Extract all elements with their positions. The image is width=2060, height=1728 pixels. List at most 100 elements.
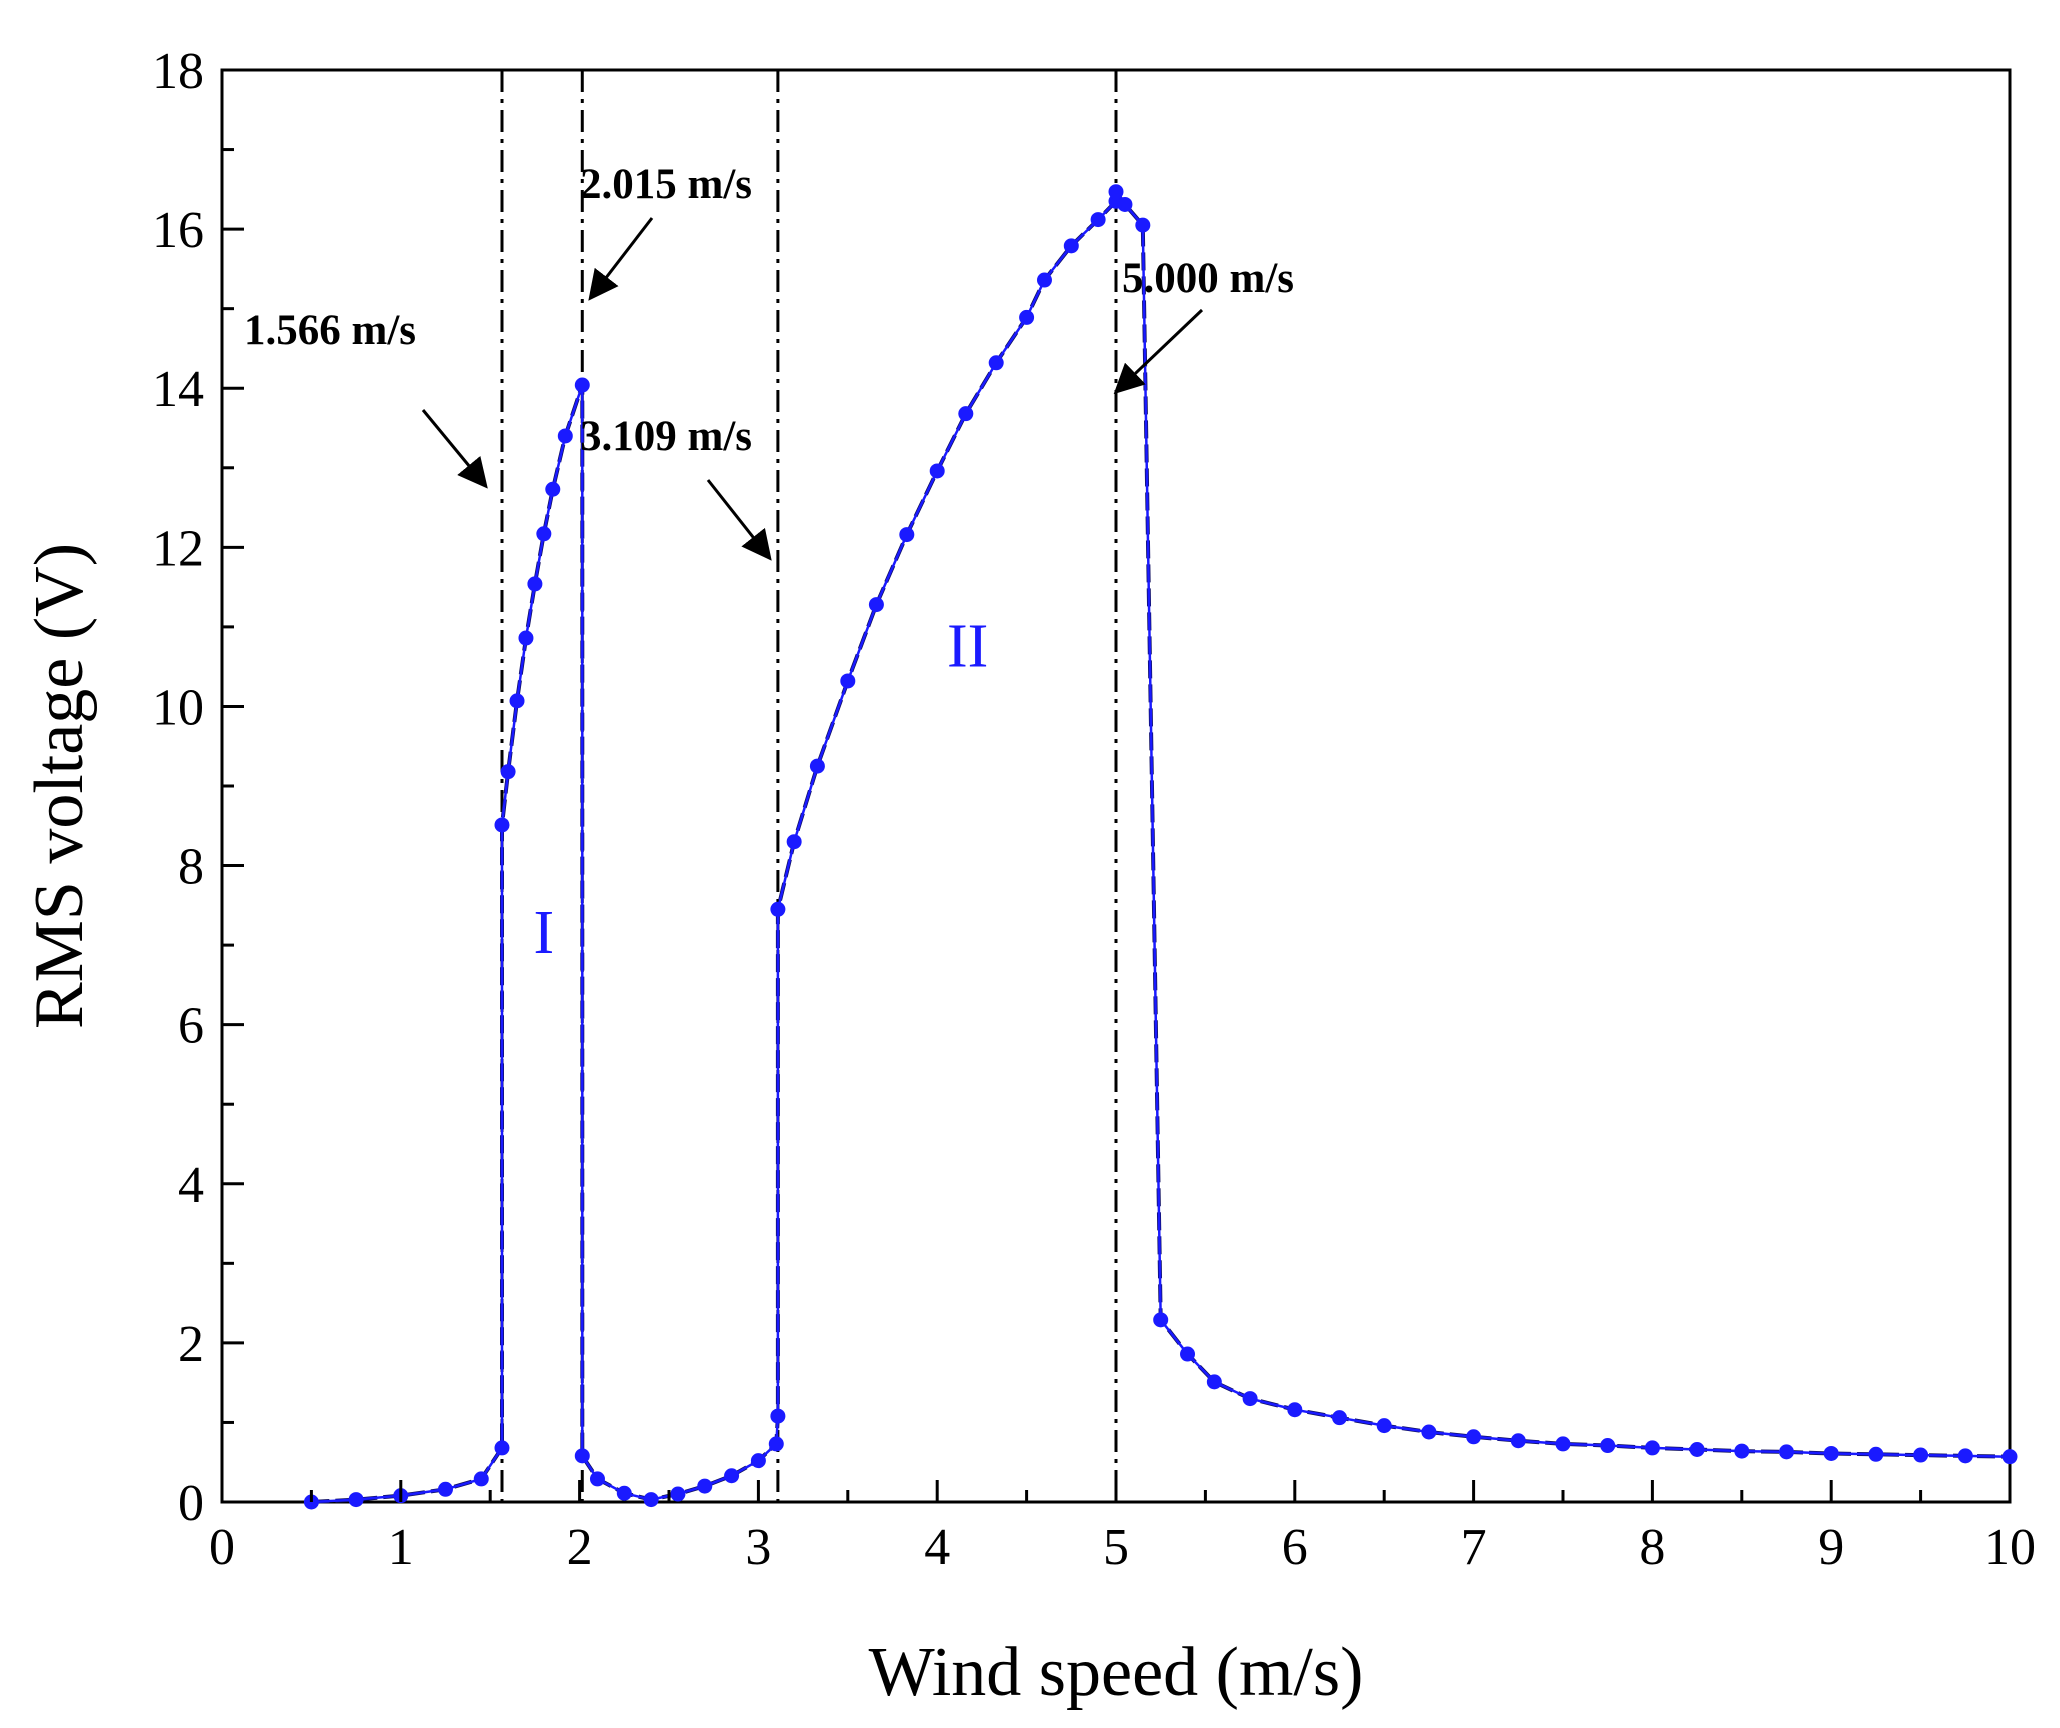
- region-label: I: [534, 899, 555, 967]
- annotation-label: 5.000 m/s: [1122, 255, 1294, 302]
- x-tick-label: 10: [1984, 1519, 2036, 1576]
- data-point: [1135, 217, 1151, 233]
- x-tick-label: 1: [388, 1519, 414, 1576]
- data-point: [770, 901, 786, 917]
- data-point: [770, 1408, 786, 1424]
- annotation-label: 3.109 m/s: [580, 413, 752, 460]
- data-point: [2002, 1449, 2018, 1465]
- data-point: [1913, 1447, 1929, 1463]
- series-markers: [303, 184, 2018, 1510]
- y-tick-label: 14: [152, 361, 204, 418]
- data-point: [527, 576, 543, 592]
- data-point: [616, 1485, 632, 1501]
- data-point: [750, 1453, 766, 1469]
- data-point: [1868, 1446, 1884, 1462]
- data-point: [1036, 272, 1052, 288]
- plot-area: [220, 68, 2012, 1504]
- annotation-label: 2.015 m/s: [580, 161, 752, 208]
- data-point: [1180, 1346, 1196, 1362]
- data-point: [768, 1436, 784, 1452]
- y-tick-label: 10: [152, 679, 204, 736]
- y-tick-label: 12: [152, 520, 204, 577]
- data-point: [1555, 1436, 1571, 1452]
- x-tick-label: 2: [567, 1519, 593, 1576]
- data-point: [1090, 212, 1106, 228]
- data-point: [724, 1468, 740, 1484]
- x-tick-label: 9: [1818, 1519, 1844, 1576]
- data-point: [786, 834, 802, 850]
- data-point: [574, 1448, 590, 1464]
- x-tick-label: 5: [1103, 1519, 1129, 1576]
- x-tick-label: 7: [1461, 1519, 1487, 1576]
- y-tick-label: 0: [178, 1475, 204, 1532]
- data-point: [1644, 1440, 1660, 1456]
- data-point: [1510, 1433, 1526, 1449]
- data-point: [1376, 1418, 1392, 1434]
- data-point: [1153, 1312, 1169, 1328]
- data-point: [1063, 238, 1079, 254]
- data-point: [1823, 1445, 1839, 1461]
- data-point: [1689, 1441, 1705, 1457]
- data-point: [545, 481, 561, 497]
- data-point: [809, 758, 825, 774]
- annotations: 1.566 m/s 2.015 m/s 3.109 m/s 5.000 m/s: [244, 161, 1294, 561]
- data-point: [1117, 196, 1133, 212]
- y-tick-label: 8: [178, 839, 204, 896]
- data-point: [1957, 1448, 1973, 1464]
- x-tick-label: 0: [209, 1519, 235, 1576]
- data-point: [438, 1481, 453, 1497]
- data-point: [929, 463, 945, 479]
- data-point: [1108, 184, 1124, 200]
- data-point: [1421, 1424, 1437, 1440]
- data-point: [574, 377, 590, 393]
- data-point: [840, 673, 856, 689]
- data-point: [868, 597, 884, 613]
- data-point: [899, 527, 915, 543]
- data-point: [958, 406, 974, 422]
- data-point: [494, 1440, 510, 1456]
- data-point: [1600, 1438, 1616, 1454]
- data-point: [1779, 1444, 1794, 1460]
- y-tick-label: 18: [152, 43, 204, 100]
- data-point: [473, 1471, 489, 1487]
- x-tick-label: 8: [1639, 1519, 1665, 1576]
- data-point: [1019, 309, 1035, 325]
- annotation-arrow: [421, 409, 488, 489]
- data-point: [500, 764, 516, 780]
- data-point: [518, 630, 534, 646]
- data-point: [589, 1471, 605, 1487]
- annotation-arrow: [588, 217, 654, 301]
- y-tick-label: 6: [178, 998, 204, 1055]
- data-point: [670, 1486, 686, 1502]
- y-axis-title: RMS voltage (V): [21, 543, 98, 1029]
- data-point: [1466, 1429, 1482, 1445]
- annotation-arrow: [706, 479, 772, 561]
- x-tick-label: 4: [924, 1519, 950, 1576]
- x-tick-label: 3: [745, 1519, 771, 1576]
- data-point: [643, 1492, 659, 1508]
- region-label: II: [947, 613, 988, 681]
- annotation-label: 1.566 m/s: [244, 307, 416, 354]
- data-point: [988, 355, 1004, 371]
- data-point: [536, 526, 552, 542]
- data-point: [1734, 1443, 1750, 1459]
- data-point: [697, 1478, 713, 1494]
- x-axis-title: Wind speed (m/s): [869, 1634, 1364, 1711]
- region-labels: III: [534, 613, 989, 967]
- data-point: [557, 428, 573, 444]
- data-point: [1242, 1391, 1258, 1407]
- data-point: [494, 817, 510, 833]
- data-point: [1287, 1402, 1303, 1418]
- data-point: [1206, 1374, 1222, 1390]
- x-tick-label: 6: [1282, 1519, 1308, 1576]
- data-point: [509, 693, 525, 709]
- axis-ticks: [220, 68, 2012, 1504]
- data-point: [348, 1492, 364, 1508]
- data-point: [1332, 1410, 1347, 1426]
- annotation-arrow: [1113, 308, 1204, 395]
- y-tick-label: 16: [152, 202, 204, 259]
- y-tick-label: 4: [178, 1157, 204, 1214]
- y-tick-label: 2: [178, 1316, 204, 1373]
